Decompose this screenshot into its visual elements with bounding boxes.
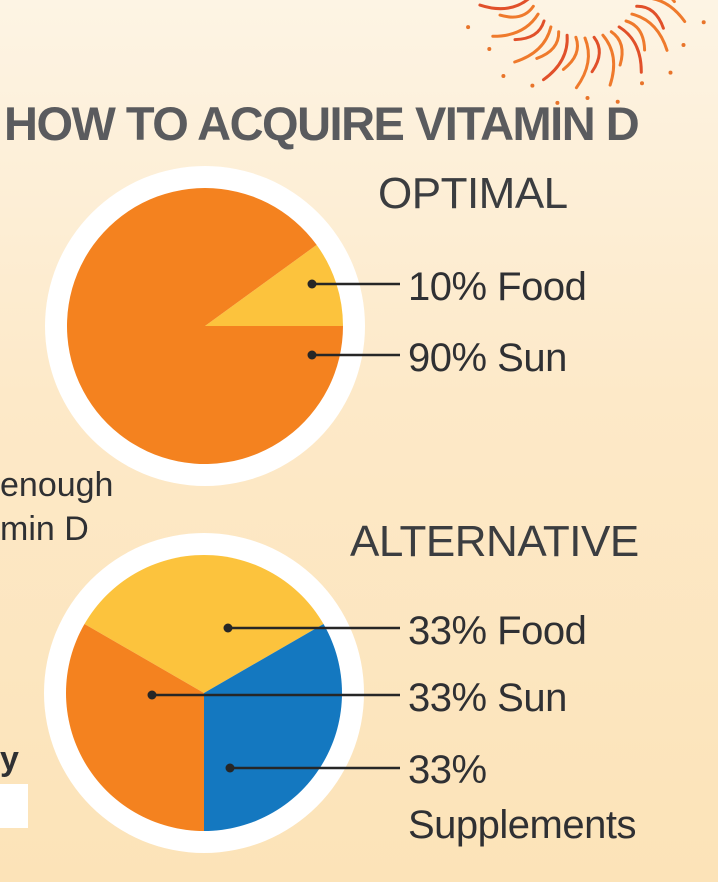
sun-dot xyxy=(501,74,506,78)
alternative-slice-food xyxy=(84,555,324,693)
sun-ray xyxy=(542,33,569,82)
optimal-title: OPTIMAL xyxy=(378,169,568,218)
side-text-line-1: enough xyxy=(0,466,113,504)
sun-dot xyxy=(487,47,492,51)
sun-ray xyxy=(513,25,553,64)
sun-dot xyxy=(668,70,673,75)
sun-dot xyxy=(701,20,706,25)
alternative-slice-sun xyxy=(66,624,204,831)
sun-ray xyxy=(624,19,647,52)
alternative-pie xyxy=(66,555,342,831)
sun-ray xyxy=(601,33,616,87)
sun-ray xyxy=(617,25,643,74)
side-text-line-2: min D xyxy=(0,510,89,548)
alternative-slice-supplements xyxy=(204,624,342,831)
sun-ray xyxy=(535,30,561,60)
sun-ray xyxy=(630,12,669,52)
side-text-line-3: y xyxy=(0,740,19,778)
sun-dot xyxy=(555,100,560,105)
optimal-slice-sun xyxy=(67,188,344,465)
optimal-slice-food xyxy=(205,244,343,326)
sun-dot xyxy=(585,96,590,100)
sun-ray xyxy=(513,19,546,42)
sun-ray xyxy=(561,35,579,71)
sun-icon xyxy=(466,0,706,105)
sun-ray xyxy=(590,35,601,74)
alternative-leader-dot-sun xyxy=(147,690,157,700)
sun-dot xyxy=(530,83,535,88)
optimal-label-food: 10% Food xyxy=(408,265,586,309)
alternative-title: ALTERNATIVE xyxy=(350,517,639,566)
sun-ray xyxy=(609,30,624,67)
main-title: HOW TO ACQUIRE VITAMIN D xyxy=(4,97,638,150)
side-input-box xyxy=(0,784,28,828)
sun-ray xyxy=(574,36,590,90)
sun-ray xyxy=(498,4,535,19)
alternative-leader-dot-supplements xyxy=(225,763,235,773)
alternative-label-supplements-pct: 33% xyxy=(408,748,487,792)
sun-dot xyxy=(640,81,644,86)
alternative-label-sun: 33% Sun xyxy=(408,676,567,720)
optimal-leader-dot-sun xyxy=(307,350,317,360)
optimal-pie xyxy=(67,188,344,465)
sun-dot xyxy=(466,25,471,30)
sun-ray xyxy=(478,0,530,11)
alternative-label-food: 33% Food xyxy=(408,609,586,653)
sun-ray xyxy=(491,12,540,38)
alternative-leader-dot-food xyxy=(223,623,233,633)
optimal-label-sun: 90% Sun xyxy=(408,336,567,380)
optimal-leader-dot-food xyxy=(307,279,317,289)
alternative-label-supplements-name: Supplements xyxy=(408,803,636,847)
sun-dot xyxy=(615,99,620,104)
sun-ray xyxy=(651,0,687,23)
sun-ray xyxy=(635,4,665,30)
sun-dot xyxy=(681,43,686,47)
